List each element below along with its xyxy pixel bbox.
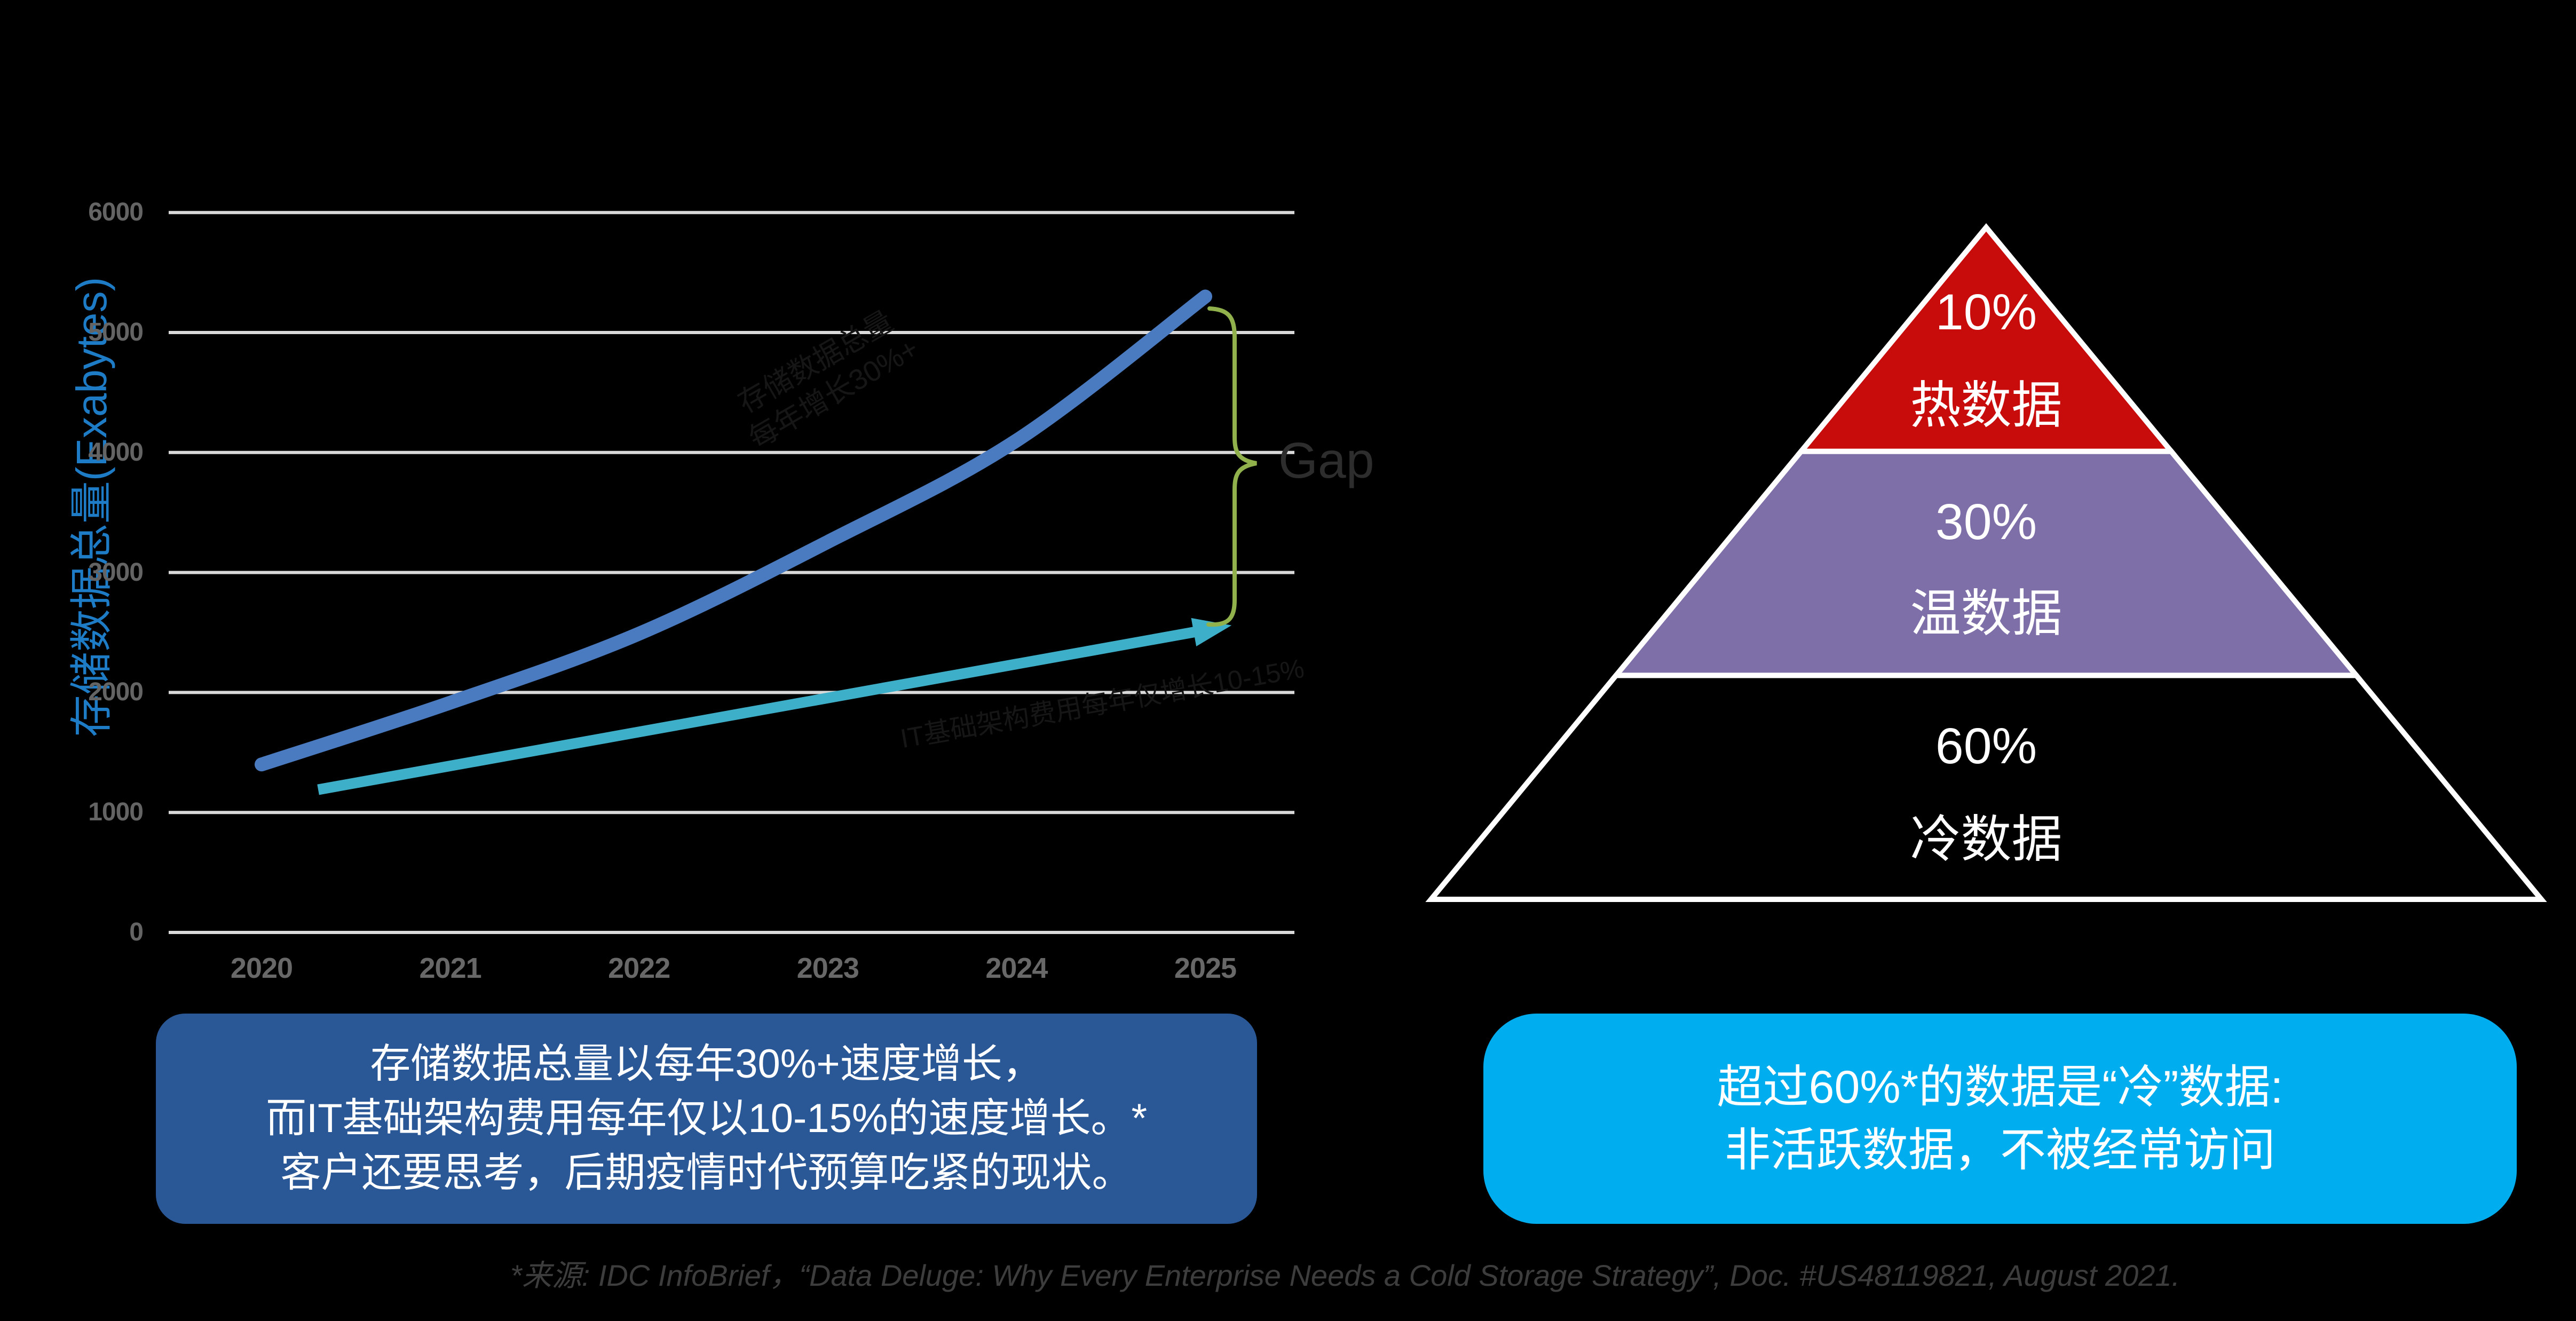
pyramid-cold-label: 冷数据 [1910,811,2063,868]
pyramid-hot-percent: 10% [1935,284,2037,341]
callout-growth-gap-line2: 而IT基础架构费用每年仅以10-15%的速度增长。* [265,1096,1148,1141]
pyramid-warm-label: 温数据 [1910,586,2063,642]
y-tick-2000: 2000 [88,678,144,707]
pyramid-cold-percent: 60% [1935,718,2037,774]
gap-brace [1206,306,1257,627]
pyramid-warm-percent: 30% [1935,494,2037,550]
callout-growth-gap-line3: 客户还要思考，后期疫情时代预算吃紧的现状。 [280,1150,1133,1196]
x-tick-2020: 2020 [230,952,293,984]
pyramid-hot-section [1795,223,2177,454]
it-budget-line [317,624,1206,795]
x-tick-2025: 2025 [1174,952,1237,984]
y-tick-5000: 5000 [88,318,144,346]
source-attribution: *来源: IDC InfoBrief，“Data Deluge: Why Eve… [510,1259,2180,1292]
y-tick-4000: 4000 [88,438,144,466]
x-tick-2023: 2023 [796,952,859,984]
gap-label: Gap [1278,432,1374,489]
callout-cold-data-line1: 超过60%*的数据是“冷”数据: [1717,1062,2283,1113]
callout-cold-data-line2: 非活跃数据，不被经常访问 [1725,1125,2275,1176]
data-growth-line [255,289,1212,772]
y-tick-0: 0 [129,918,144,946]
y-tick-3000: 3000 [88,558,144,587]
x-tick-2024: 2024 [985,952,1048,984]
callout-growth-gap: 存储数据总量以每年30%+速度增长， 而IT基础架构费用每年仅以10-15%的速… [156,1014,1257,1224]
y-tick-1000: 1000 [88,798,144,827]
pyramid-hot-label: 热数据 [1910,377,2063,434]
callout-cold-data: 超过60%*的数据是“冷”数据: 非活跃数据，不被经常访问 [1483,1014,2517,1224]
callout-growth-gap-line1: 存储数据总量以每年30%+速度增长， [370,1041,1043,1087]
x-tick-2022: 2022 [608,952,670,984]
y-axis-title: 存储数据总量(Exabytes) [68,276,115,738]
x-tick-2021: 2021 [419,952,482,984]
y-tick-6000: 6000 [88,198,144,227]
